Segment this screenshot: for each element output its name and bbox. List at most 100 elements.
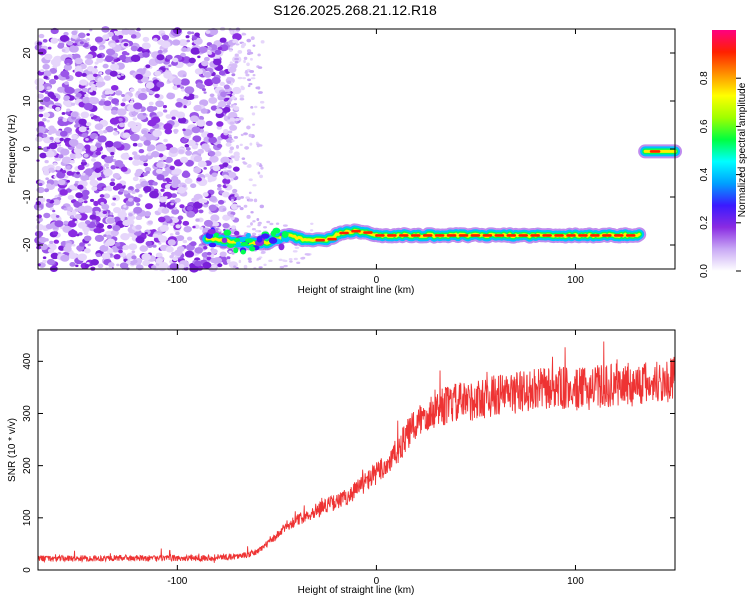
speckle <box>217 199 225 205</box>
speckle <box>141 42 151 50</box>
speckle <box>194 247 203 254</box>
speckle <box>38 33 45 39</box>
colorbar-tick-label: 0.4 <box>699 167 710 181</box>
speckle <box>252 220 256 223</box>
snr-x-tick-label: 0 <box>374 576 380 587</box>
speckle <box>152 233 159 238</box>
speckle <box>142 36 150 42</box>
colorbar-ticks: 0.0 0.2 0.4 0.6 0.8 <box>699 71 741 278</box>
speckle <box>105 238 116 246</box>
speckle <box>257 66 263 69</box>
speckle <box>142 260 151 267</box>
speckle <box>87 243 91 247</box>
speckle <box>231 93 235 96</box>
speckle <box>76 171 80 175</box>
speckle <box>257 53 261 57</box>
speckle <box>225 95 231 98</box>
speckle <box>203 56 210 62</box>
speckle <box>156 81 165 88</box>
speckle <box>132 117 138 121</box>
speckle <box>42 39 48 43</box>
speckle <box>111 109 118 115</box>
speckle <box>42 63 50 70</box>
speckle <box>128 186 134 190</box>
speckle <box>84 263 90 268</box>
speckle <box>211 172 218 177</box>
speckle <box>68 138 79 147</box>
figure-title: S126.2025.268.21.12.R18 <box>273 2 437 18</box>
speckle <box>111 98 120 105</box>
speckle <box>141 87 147 93</box>
speckle <box>268 259 273 263</box>
speckle <box>122 132 130 138</box>
speckle <box>197 160 207 168</box>
speckle <box>77 198 84 203</box>
speckle <box>154 210 158 214</box>
speckle <box>93 73 98 78</box>
speckle <box>177 215 184 220</box>
speckle <box>252 44 256 47</box>
speckle <box>77 221 87 229</box>
speckle <box>248 82 253 86</box>
speckle <box>256 257 261 261</box>
speckle <box>110 84 119 91</box>
speckle <box>145 241 153 247</box>
speckle <box>108 49 116 55</box>
speckle <box>176 84 181 88</box>
speckle <box>182 220 190 226</box>
speckle <box>223 129 229 134</box>
speckle <box>46 183 52 188</box>
speckle <box>115 39 120 43</box>
speckle <box>155 257 163 264</box>
speckle <box>231 251 235 255</box>
speckle <box>166 201 176 209</box>
speckle <box>132 159 141 166</box>
speckle <box>66 210 71 214</box>
ridge-blob <box>233 237 241 243</box>
speckle <box>256 217 260 221</box>
speckle <box>153 37 158 42</box>
ridge-blob <box>278 243 285 251</box>
speckle <box>211 248 218 255</box>
speckle <box>263 226 268 229</box>
speckle <box>246 49 252 53</box>
speckle <box>47 248 55 254</box>
speckle <box>84 58 94 66</box>
speckle <box>169 147 178 154</box>
speckle <box>87 65 95 72</box>
speckle <box>293 257 298 261</box>
speckle <box>175 231 180 236</box>
speckle <box>125 260 131 264</box>
speckle <box>49 240 54 244</box>
speckle <box>103 234 107 238</box>
speckle <box>227 170 232 173</box>
speckle <box>108 96 113 100</box>
speckle <box>193 155 203 163</box>
snr-frame <box>37 329 676 571</box>
speckle <box>36 126 46 134</box>
speckle <box>201 143 210 150</box>
speckle <box>105 125 114 133</box>
speckle <box>215 108 223 114</box>
speckle <box>241 42 247 47</box>
speckle <box>306 253 311 256</box>
speckle <box>185 150 193 156</box>
speckle <box>243 132 248 135</box>
ridge-blob <box>233 247 239 254</box>
speckle <box>82 96 92 104</box>
speckle <box>219 251 227 257</box>
speckle <box>59 34 69 42</box>
speckle <box>70 215 75 219</box>
speckle <box>186 236 193 241</box>
speckle <box>55 165 62 171</box>
speckle <box>249 57 253 61</box>
speckle <box>65 111 70 115</box>
speckle <box>282 224 288 227</box>
speckle <box>234 107 239 110</box>
speckle <box>234 57 240 61</box>
speckle <box>37 48 47 56</box>
speckle <box>190 183 197 189</box>
speckle <box>69 184 76 190</box>
speckle <box>98 100 106 106</box>
speckle <box>183 226 192 233</box>
